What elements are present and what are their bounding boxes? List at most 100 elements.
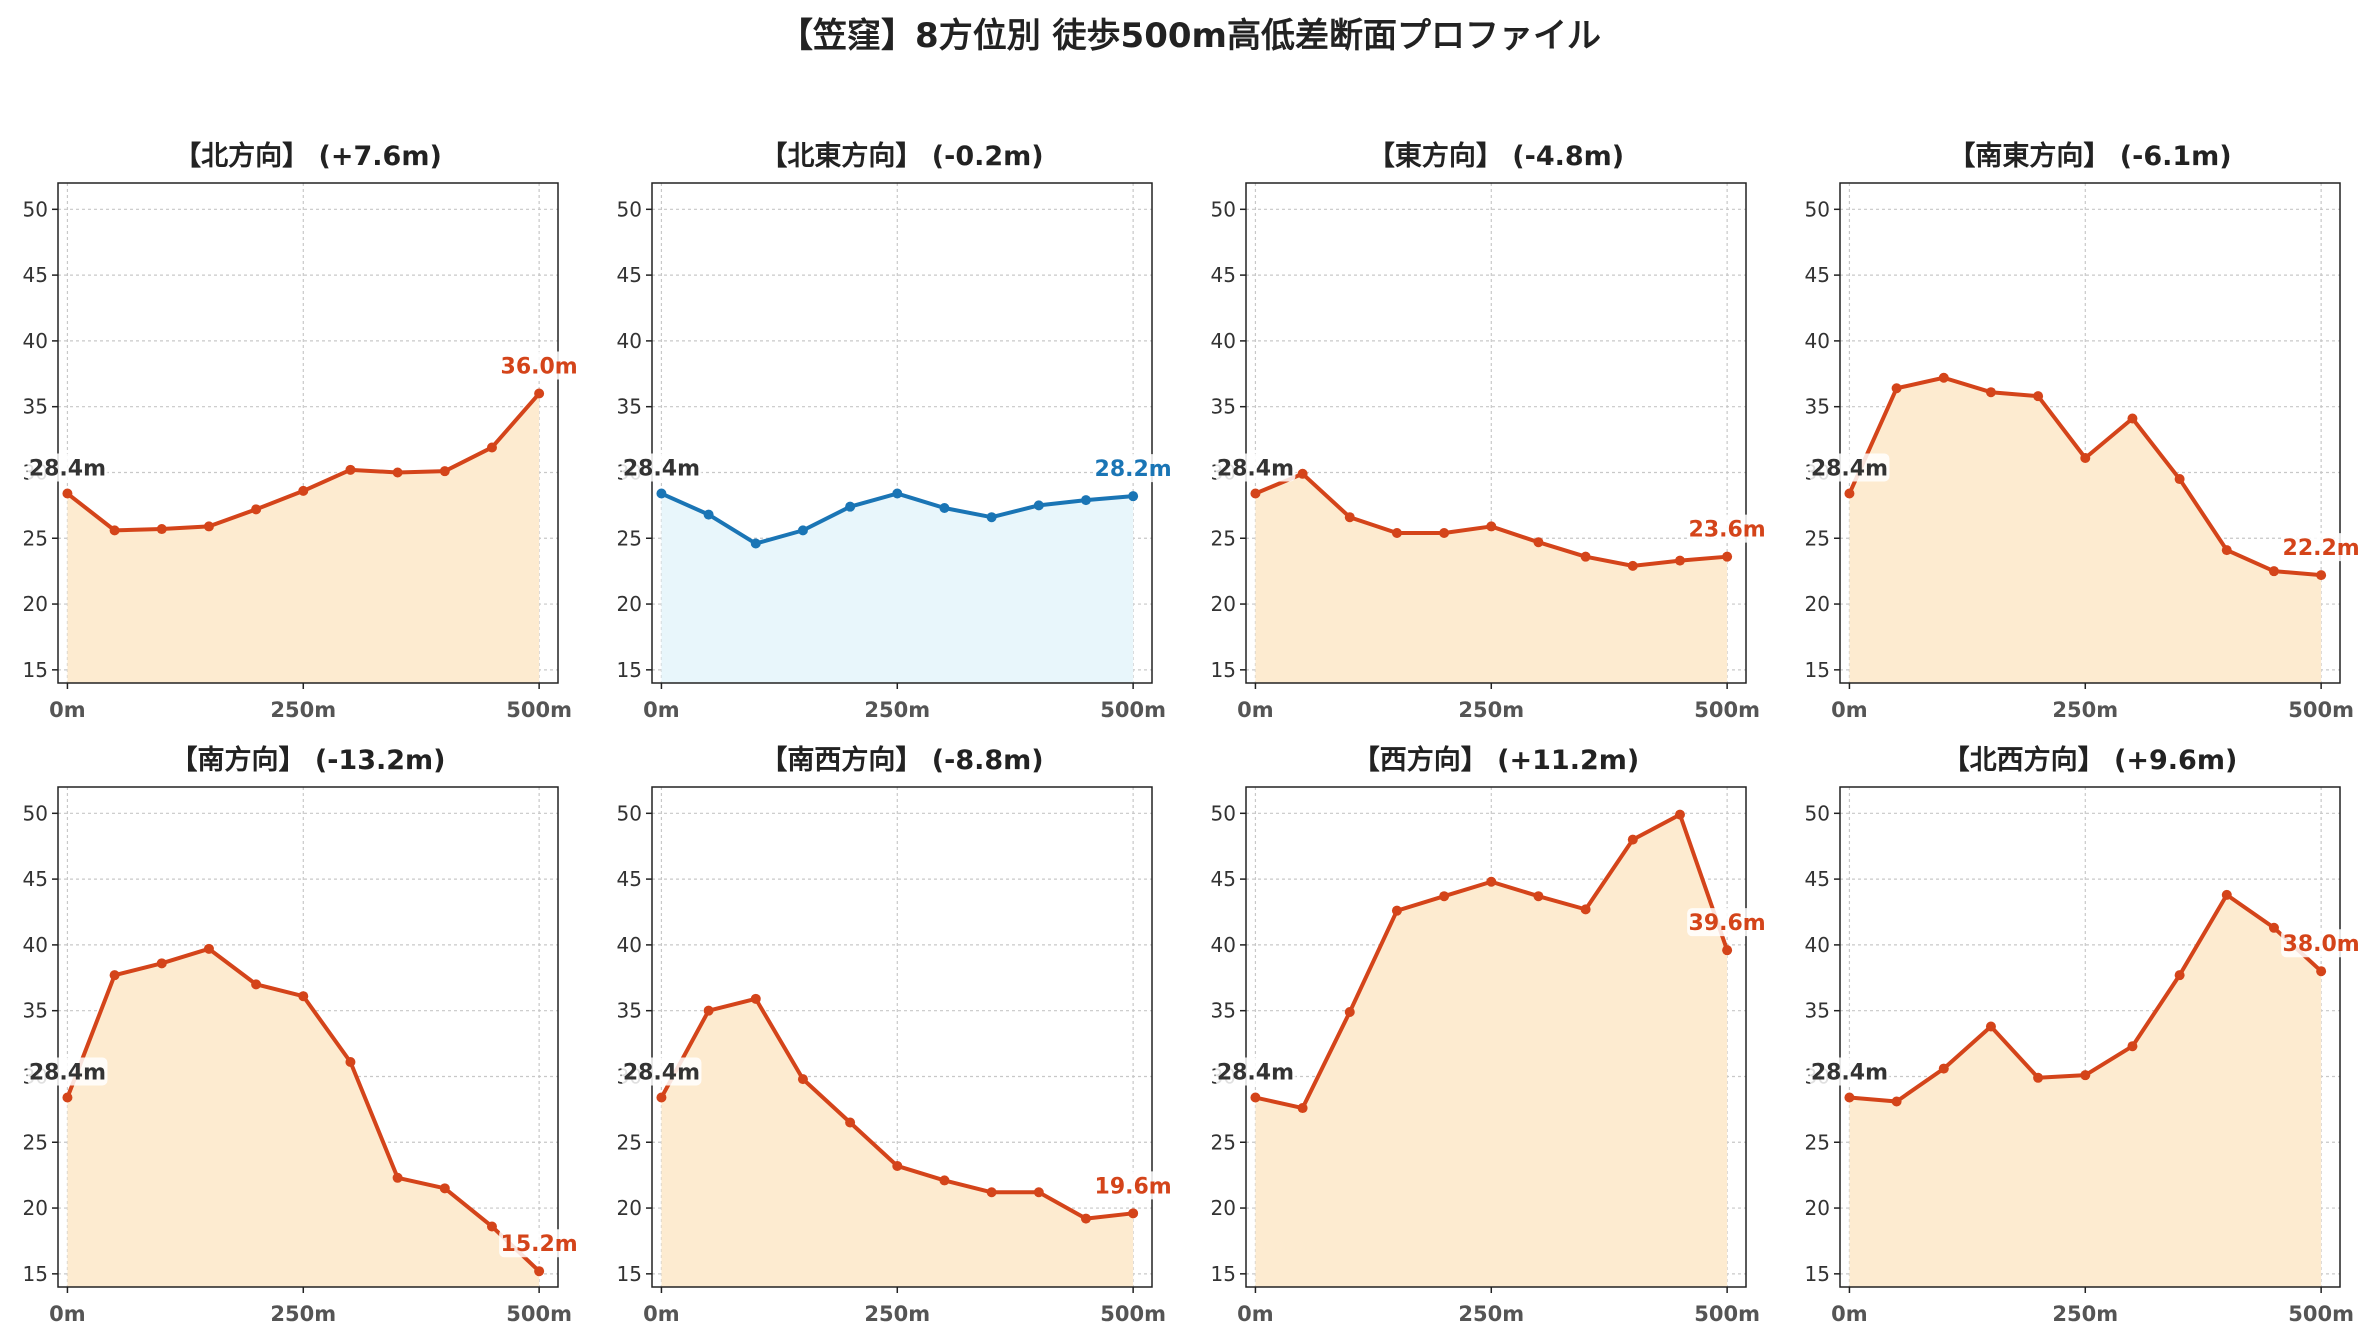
y-tick-label: 25	[617, 526, 642, 550]
panel-title: 【西方向】 (+11.2m)	[1353, 744, 1639, 776]
panel-title: 【北方向】 (+7.6m)	[174, 140, 442, 172]
end-value-label: 39.6m	[1689, 911, 1766, 936]
area-fill	[1255, 473, 1728, 683]
data-point	[703, 509, 714, 520]
data-point	[203, 521, 214, 532]
y-tick-label: 40	[617, 329, 642, 353]
y-tick-label: 35	[617, 999, 642, 1023]
x-tick-label: 0m	[1237, 1302, 1274, 1326]
data-point	[534, 1266, 545, 1277]
y-tick-label: 35	[23, 999, 48, 1023]
data-point	[1439, 891, 1450, 902]
y-tick-label: 40	[617, 933, 642, 957]
y-tick-label: 35	[617, 395, 642, 419]
plot-frame	[1245, 786, 1747, 1288]
start-value-label: 28.4m	[29, 1061, 106, 1086]
y-tick-label: 15	[23, 658, 48, 682]
y-tick-label: 45	[1805, 867, 1830, 891]
y-tick-label: 20	[617, 1196, 642, 1220]
data-point	[1533, 891, 1544, 902]
data-point	[797, 1074, 808, 1085]
data-point	[1391, 528, 1402, 538]
data-point	[2268, 922, 2279, 933]
y-tick-label: 15	[617, 658, 642, 682]
data-point	[797, 525, 808, 536]
y-tick-label: 50	[23, 801, 48, 825]
plot-frame	[57, 182, 559, 684]
panel-title: 【南方向】 (-13.2m)	[170, 744, 445, 776]
data-point	[251, 979, 262, 990]
x-tick-label: 250m	[2052, 1302, 2118, 1326]
start-label-bg	[621, 453, 702, 482]
area-fill	[1849, 377, 2322, 683]
data-point	[1128, 491, 1139, 502]
x-tick-label: 500m	[506, 698, 572, 722]
data-point	[939, 1175, 950, 1186]
y-tick-label: 50	[617, 197, 642, 221]
x-tick-label: 0m	[643, 1302, 680, 1326]
data-point	[2316, 966, 2327, 977]
panel-6: 【西方向】 (+11.2m)15202530354045500m250m500m…	[1211, 744, 1768, 1326]
y-tick-label: 15	[617, 1262, 642, 1286]
end-value-label: 19.6m	[1095, 1174, 1172, 1199]
data-point	[1627, 834, 1638, 845]
data-point	[1080, 1213, 1091, 1224]
y-tick-label: 35	[1805, 999, 1830, 1023]
end-value-label: 38.0m	[2283, 932, 2360, 957]
end-label-bg	[1687, 514, 1768, 543]
end-value-label: 22.2m	[2283, 536, 2360, 561]
data-point	[1297, 1103, 1308, 1114]
data-point	[109, 525, 120, 536]
y-tick-label: 20	[23, 592, 48, 616]
x-tick-label: 500m	[1694, 698, 1760, 722]
data-point	[1627, 560, 1638, 571]
x-tick-label: 500m	[1100, 698, 1166, 722]
plot-frame	[1839, 786, 2341, 1288]
data-point	[1722, 551, 1733, 562]
y-tick-label: 15	[1805, 658, 1830, 682]
data-point	[392, 467, 403, 478]
end-label-bg	[499, 351, 580, 380]
x-tick-label: 250m	[864, 1302, 930, 1326]
x-tick-label: 0m	[49, 698, 86, 722]
area-fill	[67, 948, 540, 1287]
panel-1: 【北東方向】 (-0.2m)15202530354045500m250m500m…	[617, 140, 1174, 722]
data-point	[1674, 809, 1685, 820]
figure-title: 【笠窪】8方位別 徒歩500m高低差断面プロファイル	[779, 16, 1601, 56]
y-tick-label: 20	[617, 592, 642, 616]
x-tick-label: 250m	[270, 1302, 336, 1326]
y-tick-label: 25	[1211, 526, 1236, 550]
data-point	[345, 464, 356, 475]
end-label-bg	[2281, 929, 2362, 958]
plot-frame	[1839, 182, 2341, 684]
data-point	[1891, 1096, 1902, 1107]
data-point	[203, 943, 214, 954]
data-point	[2080, 1070, 2091, 1081]
y-tick-label: 25	[1211, 1130, 1236, 1154]
x-tick-label: 250m	[2052, 698, 2118, 722]
y-tick-label: 45	[617, 867, 642, 891]
y-tick-label: 20	[1805, 1196, 1830, 1220]
y-tick-label: 35	[23, 395, 48, 419]
plot-frame	[1245, 182, 1747, 684]
x-tick-label: 0m	[643, 698, 680, 722]
data-point	[703, 1005, 714, 1016]
data-point	[1674, 555, 1685, 566]
data-point	[2033, 1072, 2044, 1083]
data-point	[1344, 1007, 1355, 1017]
data-point	[1722, 945, 1733, 956]
end-value-label: 15.2m	[501, 1232, 578, 1257]
data-point	[2174, 474, 2185, 485]
end-value-label: 23.6m	[1689, 518, 1766, 543]
area-fill	[67, 393, 540, 683]
end-label-bg	[1093, 454, 1174, 483]
data-point	[62, 488, 73, 499]
data-point	[2221, 889, 2232, 900]
start-label-bg	[1809, 1057, 1890, 1086]
data-point	[1391, 905, 1402, 916]
y-tick-label: 25	[617, 1130, 642, 1154]
end-label-bg	[1093, 1171, 1174, 1200]
panel-3: 【南東方向】 (-6.1m)15202530354045500m250m500m…	[1805, 140, 2362, 722]
data-point	[1344, 512, 1355, 523]
